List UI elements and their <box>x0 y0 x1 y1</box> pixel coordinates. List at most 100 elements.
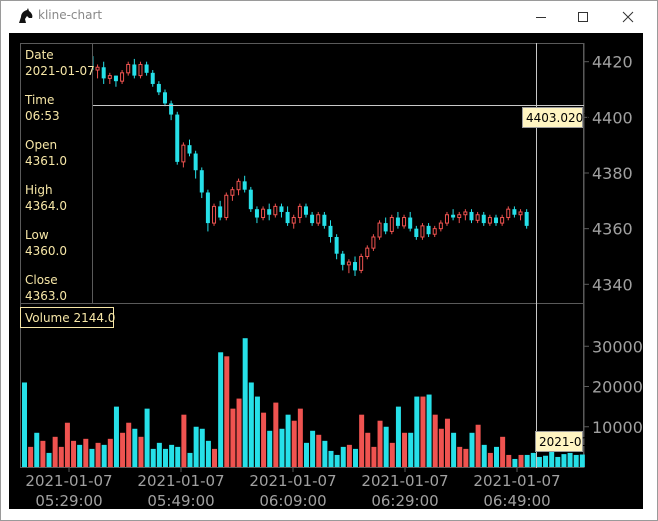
window-title: kline-chart <box>38 8 103 22</box>
volume-axis: 10000 20000 30000 <box>592 337 643 436</box>
volume-bar <box>463 448 469 467</box>
candle-body <box>224 194 229 219</box>
maximize-button[interactable] <box>560 1 606 32</box>
volume-bar <box>481 444 487 467</box>
volume-bar <box>187 452 193 467</box>
volume-bar <box>408 432 414 467</box>
candle <box>451 209 456 221</box>
volume-series <box>22 338 585 467</box>
volume-bar <box>22 382 27 467</box>
candle <box>224 192 229 221</box>
minimize-icon <box>536 16 546 18</box>
volume-bar <box>340 446 346 467</box>
candle <box>205 189 210 232</box>
price-tick-label: 4340 <box>592 275 633 294</box>
volume-bar <box>524 454 530 467</box>
volume-bar <box>389 442 395 467</box>
horse-head-icon <box>19 8 33 23</box>
candle <box>169 100 174 121</box>
minimize-button[interactable] <box>518 1 564 32</box>
candle <box>469 209 474 224</box>
candle-body <box>162 92 167 104</box>
candle-body <box>113 75 118 82</box>
volume-bar <box>64 422 70 467</box>
candle <box>414 225 419 240</box>
price-pane-frame <box>20 43 584 304</box>
candle <box>101 61 106 84</box>
volume-label-box: Volume 2144.0 <box>20 307 115 328</box>
volume-bar <box>475 424 481 467</box>
info-time-label: Time <box>24 93 54 107</box>
volume-bar <box>273 402 279 467</box>
volume-bar <box>101 444 107 467</box>
title-bar[interactable]: kline-chart <box>1 1 657 32</box>
candle-body <box>120 72 125 82</box>
candle <box>328 220 333 243</box>
volume-bar <box>414 396 420 467</box>
maximize-icon <box>578 11 588 22</box>
candle <box>402 214 407 229</box>
time-tick-time: 06:09:00 <box>259 492 326 509</box>
volume-bar <box>144 408 150 467</box>
volume-bar <box>126 422 132 467</box>
candle-body <box>322 214 327 226</box>
info-open-value: 4361.0 <box>25 154 67 168</box>
candle-body <box>236 180 241 191</box>
candle-body <box>353 262 358 271</box>
candle <box>230 186 235 201</box>
candle-body <box>175 114 180 162</box>
close-button[interactable] <box>605 1 651 32</box>
volume-bar <box>426 394 432 467</box>
candle-body <box>156 83 161 93</box>
candle <box>218 200 223 221</box>
volume-bar <box>34 432 40 467</box>
volume-bar <box>52 436 58 467</box>
volume-bar <box>371 446 377 467</box>
candle <box>340 250 345 271</box>
chart-area[interactable]: 4340 4360 4380 4400 4420 10000 20000 30000 202… <box>9 33 643 510</box>
volume-bar <box>487 452 493 467</box>
candle <box>518 209 523 221</box>
candle-body <box>481 214 486 224</box>
svg-text:2021-01-07: 2021-01-07 <box>539 435 609 449</box>
volume-bar <box>95 442 101 467</box>
candle <box>420 223 425 240</box>
candle-body <box>267 209 272 215</box>
candle <box>113 75 118 87</box>
close-icon <box>622 11 634 22</box>
volume-bar <box>420 396 426 467</box>
volume-bar <box>212 448 218 467</box>
time-tick-time: 05:49:00 <box>147 492 214 509</box>
info-date-label: Date <box>25 48 54 62</box>
volume-bar <box>279 428 285 467</box>
grid <box>584 61 589 428</box>
candle <box>162 89 167 107</box>
volume-bar <box>567 452 573 467</box>
kline-chart-canvas[interactable]: 4340 4360 4380 4400 4420 10000 20000 30000 202… <box>9 33 643 510</box>
candle <box>138 61 143 79</box>
volume-bar <box>402 432 408 467</box>
candle <box>500 214 505 226</box>
candle-body <box>193 153 198 171</box>
candle <box>494 214 499 226</box>
candle-body <box>303 206 308 215</box>
info-low-label: Low <box>25 228 49 242</box>
candle <box>524 209 529 229</box>
volume-bar <box>322 440 328 467</box>
candle <box>273 203 278 218</box>
candle <box>353 256 358 276</box>
crosshair-date-label: 2021-01-07 <box>535 431 609 452</box>
candle <box>279 203 284 218</box>
candle <box>248 186 253 212</box>
volume-bar <box>316 434 322 467</box>
volume-tick-label: 30000 <box>592 337 643 356</box>
candle-body <box>359 255 364 271</box>
candle-body <box>248 189 253 210</box>
candle-body <box>132 64 137 76</box>
price-axis: 4340 4360 4380 4400 4420 <box>592 53 633 295</box>
volume-bar <box>89 448 95 467</box>
candle-body <box>328 225 333 237</box>
candle-body <box>451 214 456 218</box>
candle-body <box>506 208 511 219</box>
